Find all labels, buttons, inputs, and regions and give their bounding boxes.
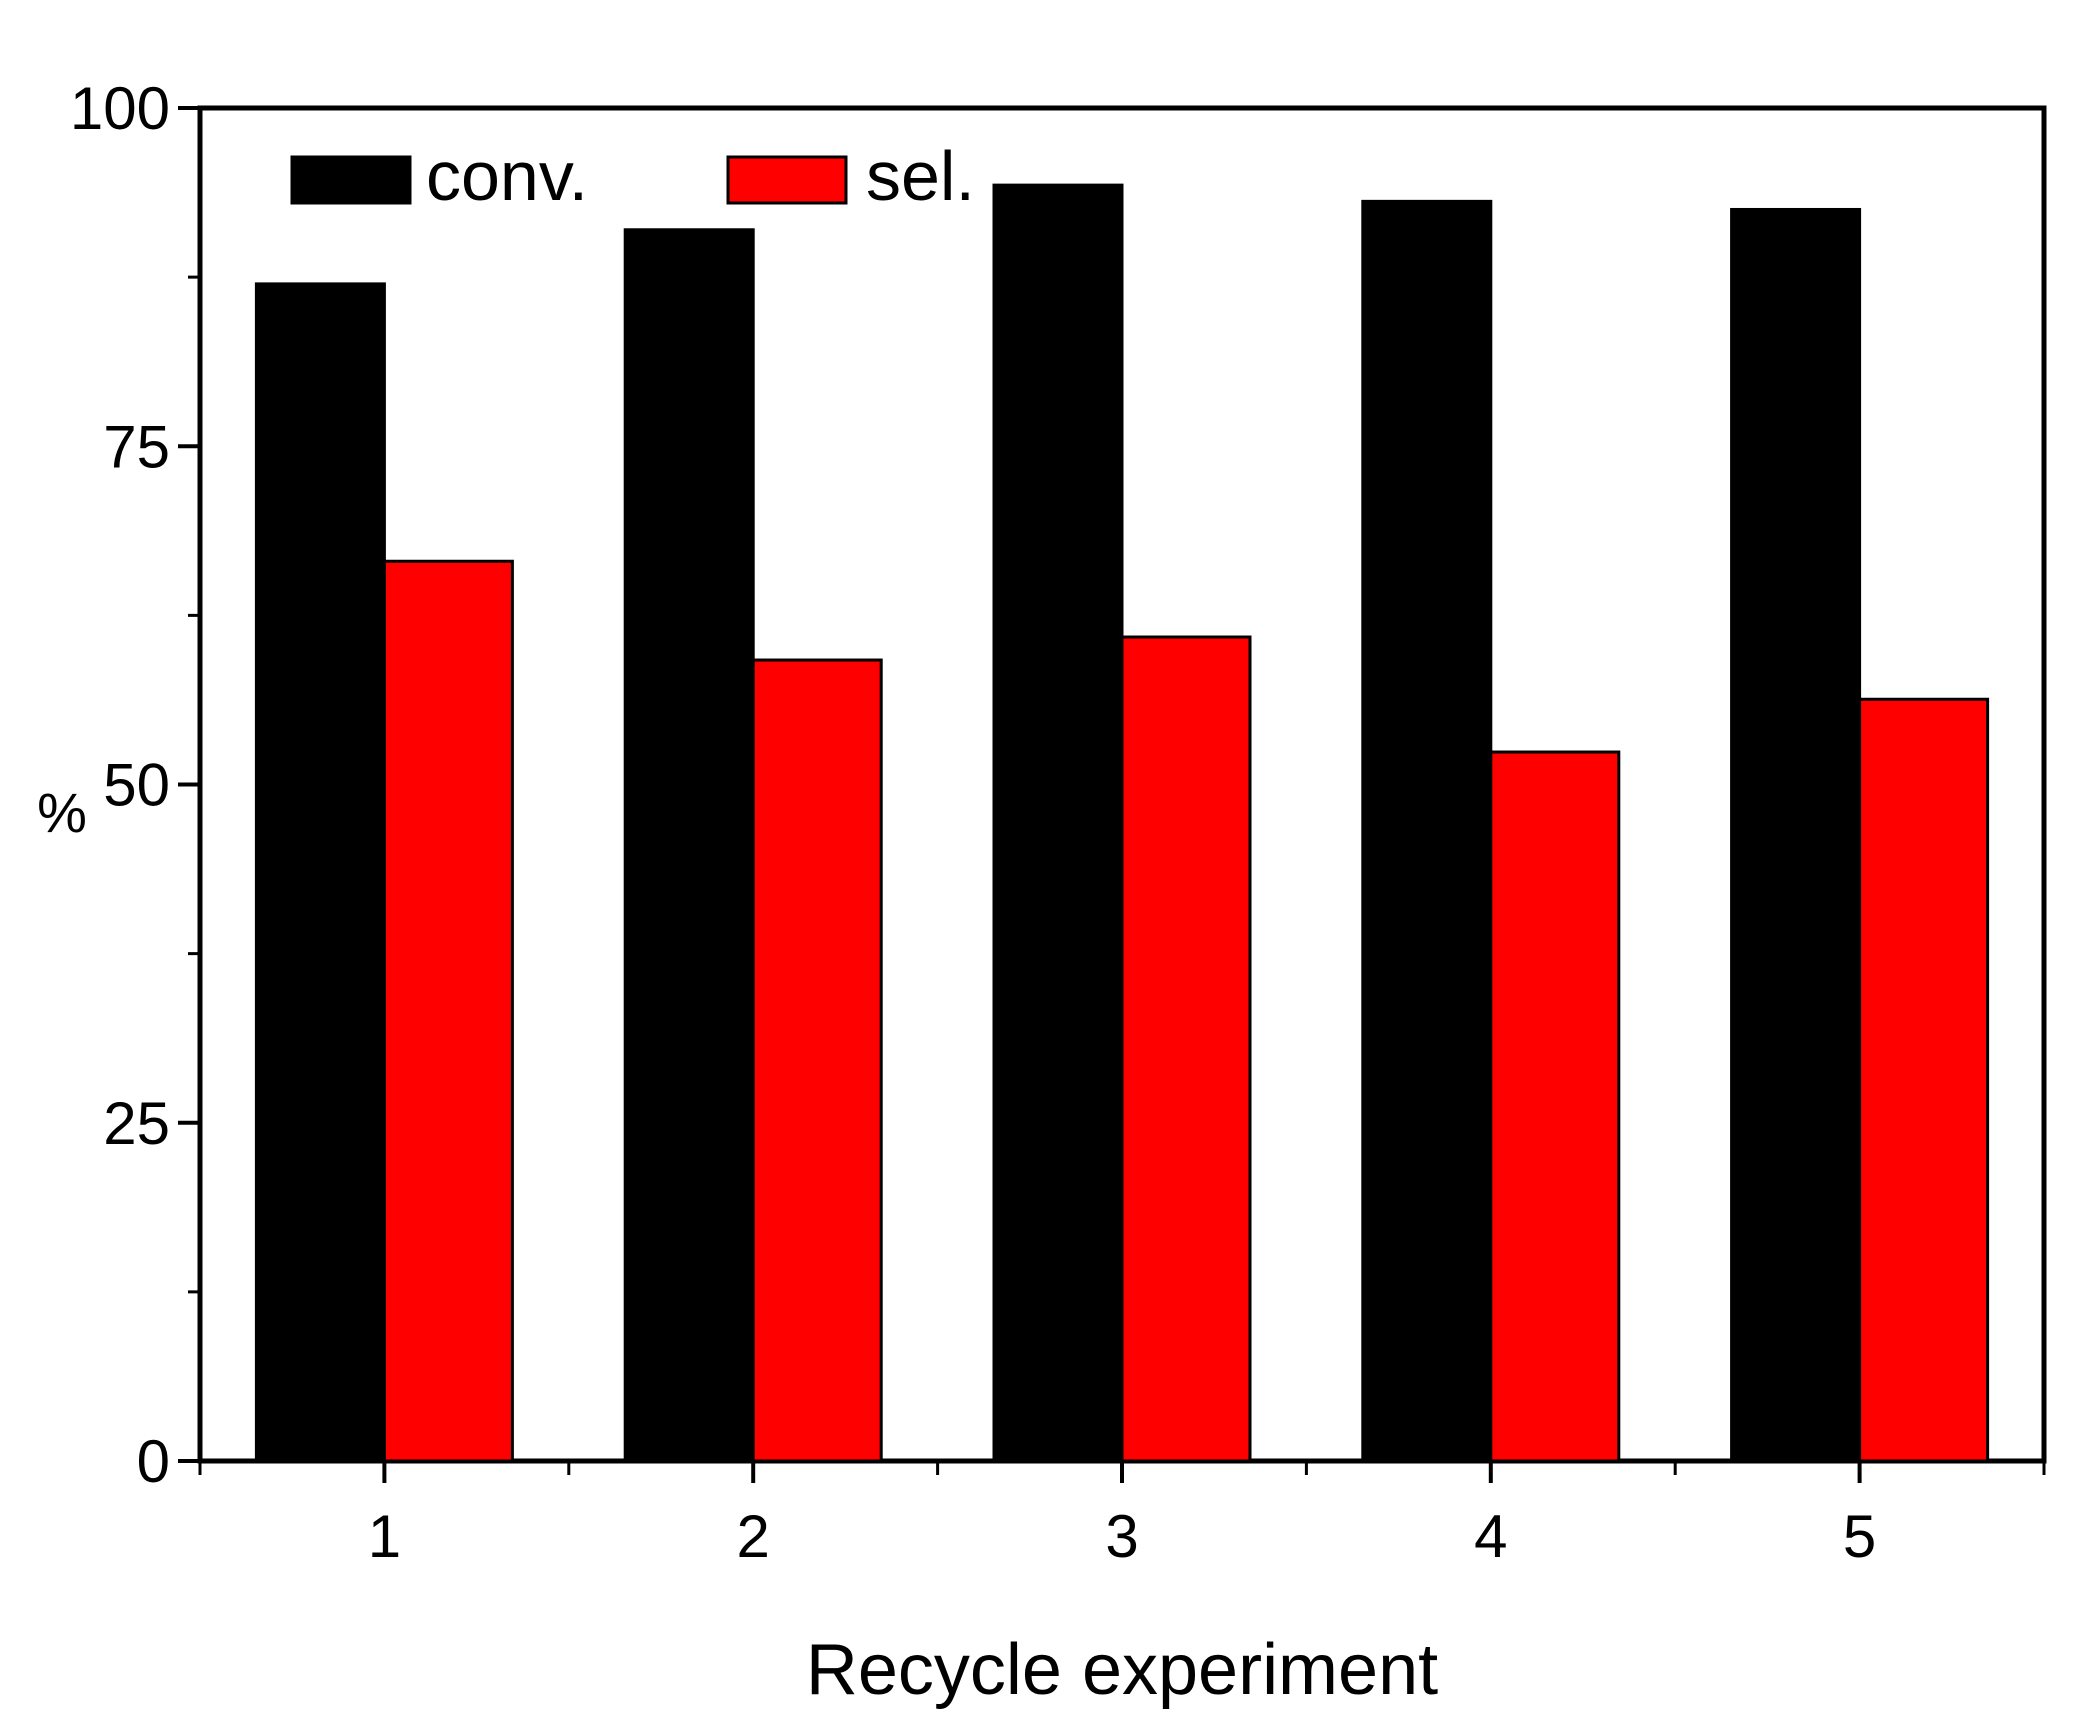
- legend: conv. sel.: [290, 137, 975, 215]
- bars-group: [254, 183, 1990, 1463]
- x-tick-label: 1: [368, 1503, 401, 1570]
- bar-conv-3: [992, 183, 1124, 1463]
- axes-group: 0 25 50 75 100 1 2 3 4 5: [70, 75, 2046, 1570]
- x-axis-title: Recycle experiment: [806, 1630, 1438, 1710]
- x-tick-label: 5: [1843, 1503, 1876, 1570]
- legend-label-conv: conv.: [426, 137, 588, 215]
- bar-conv-2: [623, 228, 755, 1463]
- bar-sel-4: [1489, 750, 1621, 1463]
- y-tick-label: 100: [70, 75, 170, 142]
- legend-label-sel: sel.: [866, 137, 975, 215]
- legend-swatch-sel: [726, 155, 848, 205]
- bar-sel-1: [382, 559, 514, 1463]
- x-tick-label: 4: [1474, 1503, 1507, 1570]
- x-tick-label: 3: [1105, 1503, 1138, 1570]
- bar-conv-1: [254, 282, 386, 1463]
- y-tick-label: 0: [137, 1428, 170, 1495]
- bar-conv-5: [1730, 207, 1862, 1463]
- y-tick-label: 75: [103, 413, 170, 480]
- bar-sel-5: [1858, 697, 1990, 1463]
- y-tick-label: 50: [103, 752, 170, 819]
- legend-swatch-conv: [290, 155, 412, 205]
- bar-sel-3: [1120, 635, 1252, 1463]
- x-tick-label: 2: [737, 1503, 770, 1570]
- y-axis-title: %: [37, 781, 87, 844]
- bar-conv-4: [1361, 199, 1493, 1463]
- bar-sel-2: [751, 658, 883, 1463]
- y-tick-label: 25: [103, 1090, 170, 1157]
